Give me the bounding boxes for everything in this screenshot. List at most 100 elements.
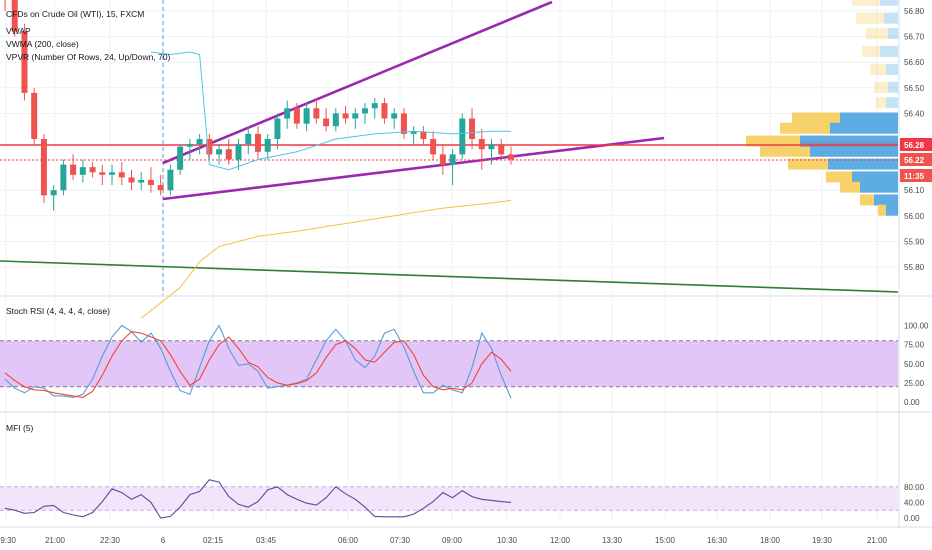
candle-body — [410, 131, 417, 134]
vp-row-up — [884, 12, 898, 24]
price-tick-label: 56.10 — [904, 186, 925, 195]
grid-lines — [0, 0, 932, 528]
candle-body — [342, 113, 349, 119]
long-trend-line — [0, 260, 899, 293]
candle-body — [225, 149, 232, 160]
candle-body — [362, 108, 369, 114]
candle-body — [235, 144, 242, 160]
candle-body — [449, 154, 456, 165]
candle-body — [430, 139, 437, 155]
volume-profile — [746, 0, 898, 216]
candle-body — [147, 179, 154, 186]
time-tick-label: 07:30 — [390, 536, 411, 545]
vp-row-down — [788, 158, 828, 170]
price-badge — [900, 138, 932, 151]
trend-lines — [0, 0, 899, 293]
candle-body — [245, 133, 252, 145]
vwap-line — [150, 51, 511, 171]
time-tick-label: 06:00 — [338, 536, 359, 545]
vp-row-down — [852, 0, 880, 6]
vp-row-up — [886, 63, 898, 75]
price-badge — [900, 153, 932, 166]
stoch-k-line — [4, 324, 512, 399]
vp-row-up — [888, 28, 898, 40]
time-tick-label: 10:30 — [497, 536, 518, 545]
candlesticks — [4, 0, 514, 211]
candle-body — [469, 118, 476, 139]
candle-body — [498, 144, 505, 155]
legend-vpvr: VPVR (Number Of Rows, 24, Up/Down, 70) — [6, 52, 171, 62]
stoch-rsi-tick-label: 0.00 — [904, 398, 920, 407]
candle-body — [118, 172, 125, 178]
time-tick-label: 03:45 — [256, 536, 277, 545]
time-tick-label: 21:00 — [867, 536, 888, 545]
mfi-tick-label: 0.00 — [904, 514, 920, 523]
vp-row-down — [874, 81, 888, 93]
time-axis-bg — [0, 528, 932, 550]
channel-upper-line — [162, 0, 553, 165]
vp-row-up — [888, 81, 898, 93]
candle-body — [478, 139, 485, 150]
candle-body — [128, 177, 135, 183]
vp-row-up — [852, 171, 898, 183]
candle-body — [89, 167, 96, 173]
mfi-title: MFI (5) — [6, 423, 34, 433]
time-tick-label: 13:30 — [602, 536, 623, 545]
candle-body — [31, 92, 38, 139]
vp-row-up — [840, 112, 898, 124]
candle-body — [488, 144, 495, 150]
legend-vwma: VWMA (200, close) — [6, 39, 79, 49]
vp-row-up — [830, 122, 898, 134]
vp-row-down — [840, 181, 860, 193]
mfi-pane — [0, 479, 898, 519]
time-tick-label: 12:00 — [550, 536, 571, 545]
candle-body — [138, 179, 145, 183]
stoch-rsi-pane — [0, 324, 898, 399]
candle-body — [459, 118, 466, 155]
candle-body — [439, 154, 446, 165]
stoch-d-line — [4, 331, 512, 398]
price-badge-label: 56.22 — [904, 156, 925, 165]
price-badge-label: 56.28 — [904, 141, 925, 150]
mfi-line — [4, 479, 512, 519]
candle-body — [167, 169, 174, 191]
price-overlays — [140, 51, 512, 319]
candle-body — [284, 108, 291, 119]
time-tick-label: 02:15 — [203, 536, 224, 545]
price-tick-label: 56.00 — [904, 212, 925, 221]
candle-body — [79, 167, 86, 175]
vwma-line — [140, 199, 512, 319]
time-tick-label: 19:30 — [0, 536, 17, 545]
channel-lower-line — [162, 136, 665, 201]
vp-row-up — [880, 0, 898, 6]
candle-body — [11, 0, 18, 32]
candle-body — [50, 190, 57, 196]
candle-body — [40, 139, 47, 196]
price-tick-label: 55.90 — [904, 237, 925, 246]
price-tick-label: 56.70 — [904, 33, 925, 42]
candle-body — [391, 113, 398, 119]
price-axis: 56.80 56.70 56.60 56.50 56.40 56.10 56.00 55.90… — [898, 0, 932, 527]
mfi-tick-label: 80.00 — [904, 483, 925, 492]
price-badge-label: 11:35 — [904, 172, 925, 181]
vp-row-up — [874, 194, 898, 206]
candle-body — [332, 113, 339, 127]
vp-row-up — [886, 204, 898, 216]
price-tick-label: 56.60 — [904, 58, 925, 67]
candle-body — [216, 149, 223, 155]
time-tick-label: 6 — [161, 536, 166, 545]
candle-body — [352, 113, 359, 119]
candle-body — [400, 113, 407, 134]
stoch-rsi-band — [0, 340, 898, 387]
time-tick-label: 18:00 — [760, 536, 781, 545]
price-tick-label: 56.80 — [904, 7, 925, 16]
vp-row-down — [870, 63, 886, 75]
vp-row-down — [866, 28, 888, 40]
price-tick-label: 55.80 — [904, 263, 925, 272]
candle-body — [264, 139, 271, 152]
price-badge — [900, 169, 932, 182]
candle-body — [323, 118, 330, 127]
candle-body — [196, 139, 203, 145]
stoch-rsi-tick-label: 100.00 — [904, 322, 929, 331]
